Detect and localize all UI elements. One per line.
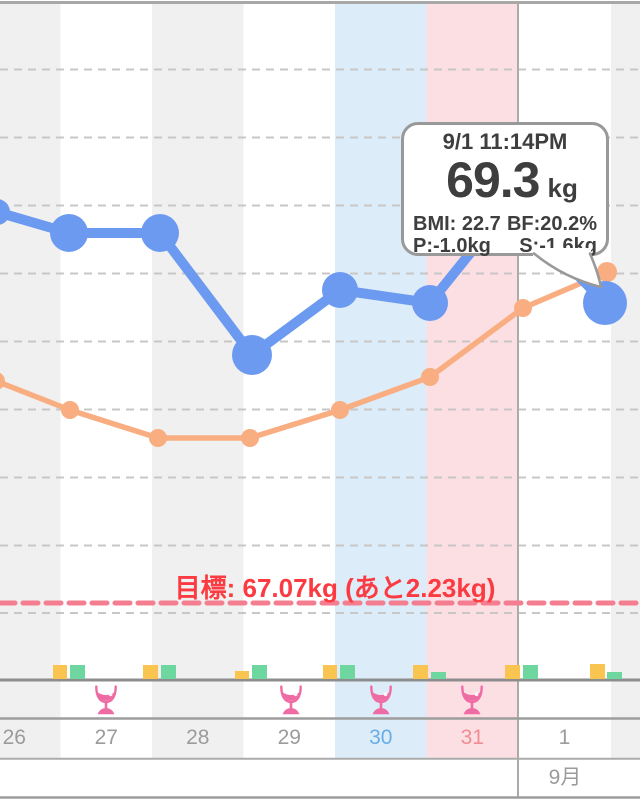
tooltip-bmi: BMI: 22.7 bbox=[413, 213, 501, 235]
tooltip-diff-row: P:-1.0kg S:-1.6kg bbox=[404, 235, 606, 257]
wine-glass-icon bbox=[370, 685, 392, 715]
day-label-28: 28 bbox=[186, 726, 210, 749]
day-label-26: 26 bbox=[2, 726, 26, 749]
day-label-1: 1 bbox=[558, 726, 571, 749]
day-label-row: 26 27 28 29 30 31 1 bbox=[0, 718, 640, 758]
wine-glass-icon bbox=[280, 685, 302, 715]
day-label-30: 30 bbox=[369, 726, 393, 749]
wine-glass-icon bbox=[461, 685, 483, 715]
tooltip-weight-unit: kg bbox=[547, 173, 578, 203]
day-label-29: 29 bbox=[277, 726, 301, 749]
goal-label: 目標: 67.07kg (あと2.23kg) bbox=[174, 573, 496, 603]
day-label-27: 27 bbox=[94, 726, 118, 749]
tooltip-s-diff: S:-1.6kg bbox=[519, 235, 597, 257]
day-label-31: 31 bbox=[460, 726, 484, 749]
month-label: 9月 bbox=[548, 766, 582, 789]
tooltip-bf: BF:20.2% bbox=[506, 213, 597, 235]
data-point-tooltip[interactable]: 9/1 11:14PM 69.3 kg BMI: 22.7 BF:20.2% P… bbox=[401, 122, 609, 257]
tooltip-bmi-row: BMI: 22.7 BF:20.2% bbox=[404, 213, 606, 235]
wine-glass-icon bbox=[95, 685, 117, 715]
tooltip-datetime: 9/1 11:14PM bbox=[442, 129, 568, 154]
tooltip-p-diff: P:-1.0kg bbox=[413, 235, 491, 257]
tooltip-weight-value: 69.3 bbox=[446, 152, 540, 208]
tooltip-weight: 69.3 kg bbox=[446, 155, 578, 213]
